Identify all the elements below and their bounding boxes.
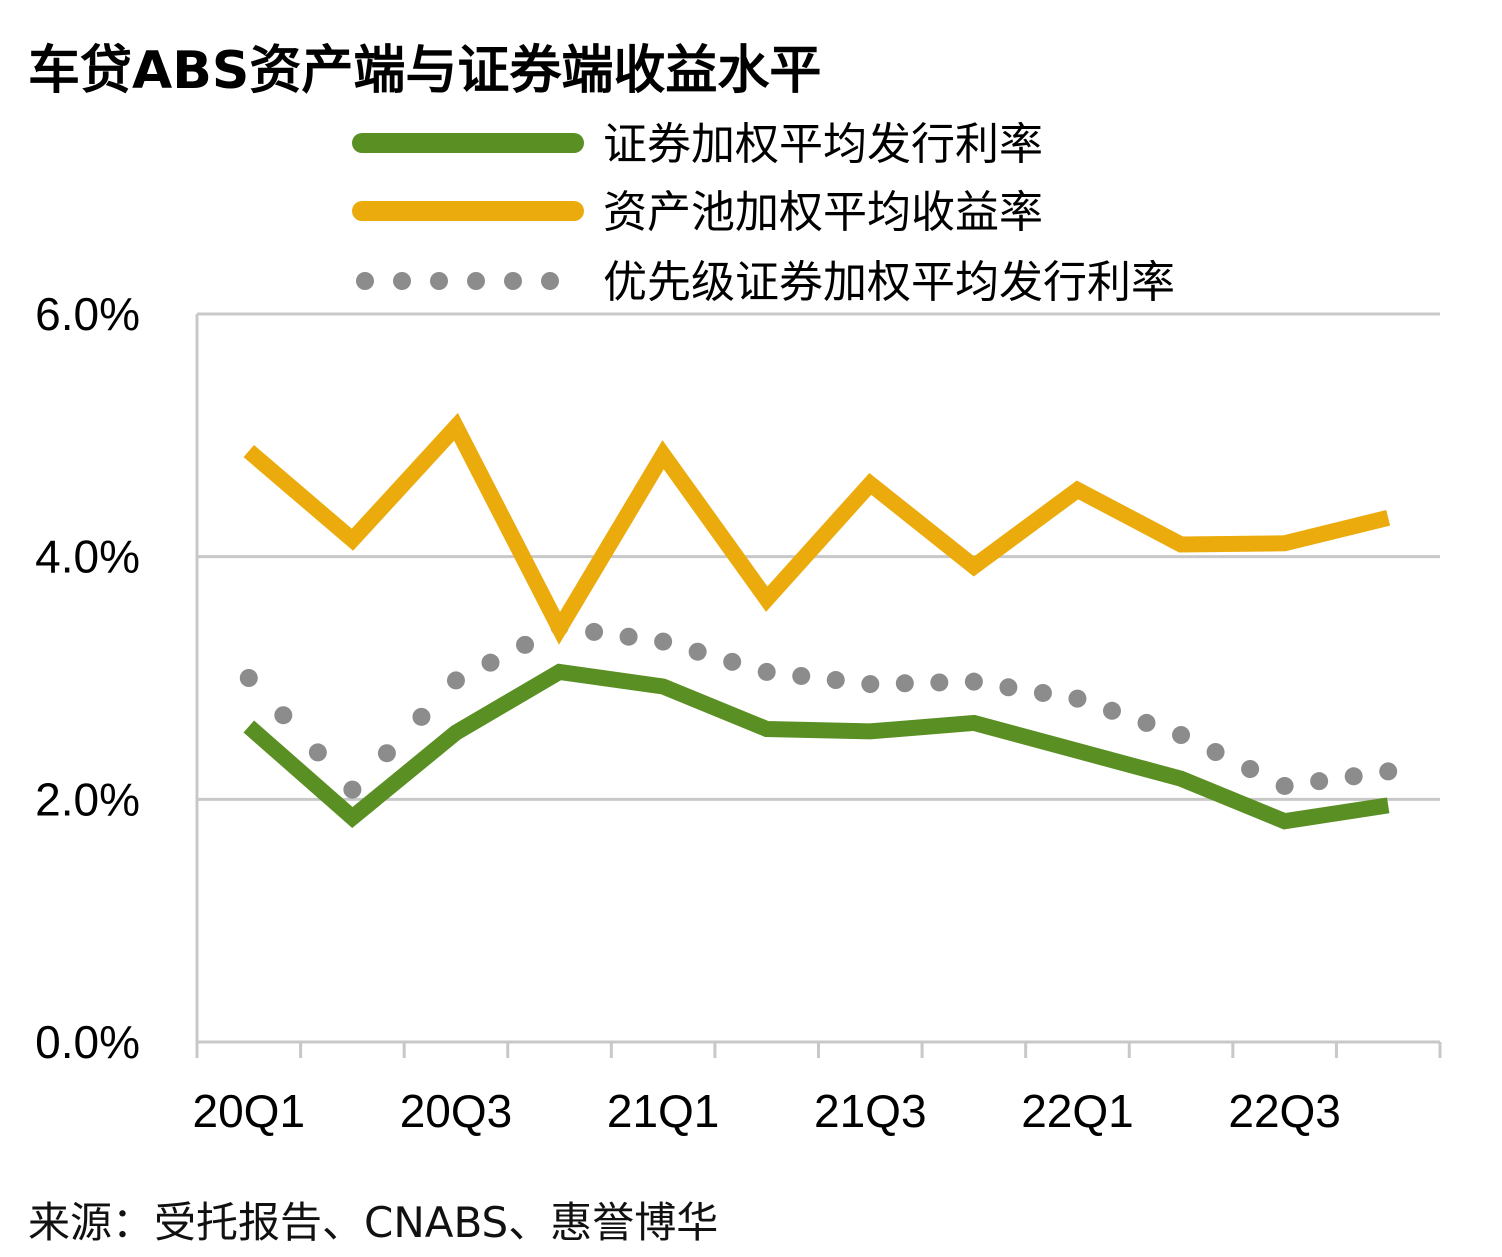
series-1-point xyxy=(1284,821,1285,822)
series-2-point xyxy=(1181,544,1182,545)
series-3-dot xyxy=(619,627,638,646)
series-3-dot xyxy=(412,707,431,726)
series-3-dot xyxy=(895,674,914,693)
series-3-dot xyxy=(308,743,327,762)
series-1 xyxy=(243,663,1390,830)
series-3-point xyxy=(1275,776,1294,795)
y-tick-label: 4.0% xyxy=(35,531,140,583)
series-2-point xyxy=(870,483,871,484)
legend-swatch xyxy=(504,272,522,290)
series-1-point xyxy=(248,726,249,727)
x-tick-label: 22Q3 xyxy=(1228,1085,1341,1137)
series-layer xyxy=(239,412,1398,830)
series-3-dot xyxy=(1344,767,1363,786)
source-note: 来源：受托报告、CNABS、惠誉博华 xyxy=(28,1198,718,1247)
x-tick-label: 21Q3 xyxy=(814,1085,927,1137)
series-2-line xyxy=(243,412,1391,645)
series-1-point xyxy=(973,722,974,723)
series-3-dot xyxy=(481,653,500,672)
series-3 xyxy=(239,618,1398,799)
series-1-point xyxy=(1181,778,1182,779)
y-tick-label: 6.0% xyxy=(35,288,140,340)
series-3-point xyxy=(1068,689,1087,708)
legend-item: 资产池加权平均收益率 xyxy=(352,187,1043,238)
series-1-point xyxy=(1077,750,1078,751)
x-tick-label: 21Q1 xyxy=(607,1085,720,1137)
series-3-dot xyxy=(930,673,949,692)
series-3-dot xyxy=(1033,683,1052,702)
series-3-dot xyxy=(1241,760,1260,778)
series-2-point xyxy=(248,451,249,452)
legend-swatch xyxy=(356,272,374,290)
x-tick-labels: 20Q1 20Q3 21Q1 21Q3 22Q1 22Q3 xyxy=(193,1085,1341,1137)
x-tick-label: 20Q1 xyxy=(193,1085,306,1137)
x-tick-label: 20Q3 xyxy=(400,1085,513,1137)
y-tick-label: 2.0% xyxy=(35,773,140,825)
legend-item: 证券加权平均发行利率 xyxy=(352,119,1043,170)
series-3-point xyxy=(1172,726,1191,745)
series-2-point xyxy=(559,628,560,629)
legend-label: 优先级证券加权平均发行利率 xyxy=(603,257,1175,308)
series-3-dot xyxy=(999,678,1018,697)
x-tick-label: 22Q1 xyxy=(1021,1085,1134,1137)
series-2-point xyxy=(766,599,767,600)
series-1-point xyxy=(455,732,456,733)
series-3-dot xyxy=(1102,701,1121,720)
series-2-point xyxy=(455,426,456,427)
series-1-point xyxy=(559,671,560,672)
legend-swatch xyxy=(393,272,411,290)
series-3-point xyxy=(964,672,983,691)
series-2-point xyxy=(1077,489,1078,490)
series-3-point xyxy=(1379,762,1398,781)
series-1-line xyxy=(243,663,1390,830)
legend-label: 证券加权平均发行利率 xyxy=(603,119,1043,170)
series-1-point xyxy=(663,686,664,687)
series-3-dot xyxy=(723,652,742,671)
y-tick-labels: 0.0% 2.0% 4.0% 6.0% xyxy=(35,288,140,1068)
axes xyxy=(195,314,1442,1058)
series-2 xyxy=(243,412,1391,645)
series-2-point xyxy=(1284,543,1285,544)
series-3-point xyxy=(654,632,673,651)
series-2-point xyxy=(352,539,353,540)
series-3-point xyxy=(446,671,465,690)
legend-label: 资产池加权平均收益率 xyxy=(603,187,1043,238)
series-1-point xyxy=(766,728,767,729)
series-2-point xyxy=(973,566,974,567)
series-3-dot xyxy=(516,635,535,654)
series-3-point xyxy=(343,780,362,799)
legend-item: 优先级证券加权平均发行利率 xyxy=(356,257,1175,308)
series-3-dot xyxy=(1310,772,1329,791)
series-3-dot xyxy=(826,671,845,690)
chart-title: 车贷ABS资产端与证券端收益水平 xyxy=(28,41,821,101)
series-1-point xyxy=(1388,805,1389,806)
series-3-dot xyxy=(274,706,293,725)
series-3-point xyxy=(239,669,258,687)
series-3-dot xyxy=(1137,713,1156,732)
series-1-point xyxy=(352,817,353,818)
series-1-point xyxy=(870,731,871,732)
legend-swatch xyxy=(467,272,485,290)
series-3-dot xyxy=(377,744,396,763)
series-3-point xyxy=(757,662,776,681)
series-2-point xyxy=(663,454,664,455)
series-3-dot xyxy=(585,622,604,641)
series-3-dot xyxy=(792,666,811,685)
legend-swatch xyxy=(430,272,448,290)
series-3-dot xyxy=(1206,743,1225,762)
y-tick-label: 0.0% xyxy=(35,1016,140,1068)
series-3-dot xyxy=(688,642,707,661)
series-2-point xyxy=(1388,517,1389,518)
series-3-point xyxy=(861,675,880,694)
legend-swatch xyxy=(541,272,559,290)
